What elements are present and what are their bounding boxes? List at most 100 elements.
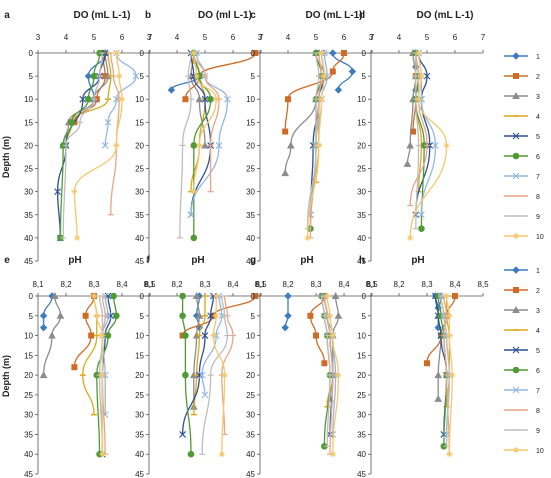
y-tick-label: 35: [24, 211, 33, 220]
y-tick-label: 25: [246, 391, 255, 400]
legend-item-6: 6: [504, 366, 540, 375]
data-point: [434, 371, 443, 379]
series-line: [306, 52, 326, 238]
data-point: [196, 371, 203, 379]
data-point: [71, 364, 78, 371]
data-point: [198, 371, 206, 379]
data-point: [415, 96, 422, 103]
x-tick-label: 6: [342, 33, 347, 42]
y-tick-label: 20: [24, 371, 33, 380]
y-tick-label: 40: [135, 234, 144, 243]
data-point: [190, 142, 198, 149]
data-point: [179, 312, 186, 320]
y-tick-label: 5: [251, 312, 256, 321]
y-tick-label: 45: [246, 257, 255, 266]
y-tick-label: 5: [29, 312, 34, 321]
y-tick-label: 10: [357, 95, 366, 104]
y-tick-label: 20: [357, 141, 366, 150]
legend-item-7: 7: [504, 172, 540, 181]
x-tick-label: 8,1: [32, 280, 44, 289]
series-line: [284, 296, 289, 328]
x-tick-label: 8,4: [227, 280, 239, 289]
data-point: [196, 142, 203, 149]
y-tick-label: 35: [357, 211, 366, 220]
data-point: [93, 312, 100, 319]
panel-title: pH: [411, 255, 424, 266]
legend-item-7: 7: [504, 386, 540, 395]
legend-item-10: 10: [504, 447, 544, 455]
y-axis-label-top: Depth (m): [1, 136, 11, 178]
data-point: [132, 72, 140, 80]
data-point: [193, 73, 200, 80]
data-point: [443, 293, 450, 299]
y-tick-label: 10: [24, 332, 33, 341]
panel-h: h pH 8,1 8,2 8,3 8,4 8,5 0 5 10 15 20 25 30 35 40 45: [357, 255, 489, 478]
panel-f: f pH 8,1 8,2 8,3 8,4 8,5 0 5 10 15 20 25 30 35 40 45: [135, 255, 267, 478]
y-tick-label: 15: [246, 118, 255, 127]
y-tick-label: 30: [357, 411, 366, 420]
series-9: [318, 295, 333, 447]
legend-swatch-marker: [512, 152, 520, 160]
y-tick-label: 5: [251, 72, 256, 81]
data-point: [39, 312, 48, 320]
panel-letter: d: [359, 10, 365, 21]
data-point: [218, 451, 225, 458]
series-3: [39, 291, 65, 379]
legend-swatch-marker: [512, 132, 520, 140]
y-tick-label: 25: [135, 165, 144, 174]
y-tick-label: 0: [29, 292, 34, 301]
legend-label: 7: [536, 174, 540, 181]
x-tick-label: 8,2: [282, 280, 294, 289]
data-point: [284, 292, 292, 300]
panel-title: DO (mL L-1): [416, 10, 473, 21]
data-point: [71, 188, 78, 195]
legend-item-8: 8: [504, 194, 540, 201]
data-point: [54, 188, 61, 196]
legend-label: 2: [536, 74, 540, 81]
legend-item-5: 5: [504, 132, 540, 141]
legend-label: 7: [536, 388, 540, 395]
legend-swatch-marker: [512, 91, 520, 99]
series-10: [71, 50, 125, 241]
series-line: [62, 52, 104, 238]
data-point: [281, 169, 290, 177]
series-10: [91, 293, 106, 458]
y-tick-label: 15: [246, 351, 255, 360]
series-line: [284, 52, 345, 132]
data-point: [201, 95, 209, 103]
data-point: [285, 96, 291, 103]
series-line: [426, 295, 456, 364]
y-tick-label: 0: [29, 49, 34, 58]
series-10: [190, 50, 220, 195]
data-point: [50, 291, 59, 299]
y-tick-label: 0: [251, 292, 256, 301]
data-point: [443, 142, 450, 149]
y-tick-label: 30: [135, 188, 144, 197]
y-tick-label: 40: [357, 450, 366, 459]
data-point: [116, 73, 123, 80]
data-point: [201, 332, 209, 339]
legend-label: 8: [536, 408, 540, 415]
y-tick-label: 40: [135, 450, 144, 459]
y-tick-label: 35: [357, 430, 366, 439]
series-9: [176, 52, 194, 239]
y-tick-label: 45: [357, 470, 366, 478]
y-tick-label: 20: [24, 141, 33, 150]
panel-title: DO (mL L-1): [305, 10, 362, 21]
x-tick-label: 8,3: [421, 280, 433, 289]
legend-label: 1: [536, 54, 540, 61]
data-point: [348, 67, 357, 76]
data-point: [190, 188, 197, 195]
data-point: [190, 50, 197, 56]
x-tick-label: 5: [92, 33, 97, 42]
data-point: [179, 292, 186, 300]
y-tick-label: 0: [362, 49, 367, 58]
legend-item-3: 3: [504, 91, 540, 101]
data-point: [324, 293, 331, 299]
data-point: [446, 451, 453, 458]
x-tick-label: 3: [36, 33, 41, 42]
data-point: [403, 159, 412, 167]
y-tick-label: 45: [135, 470, 144, 478]
